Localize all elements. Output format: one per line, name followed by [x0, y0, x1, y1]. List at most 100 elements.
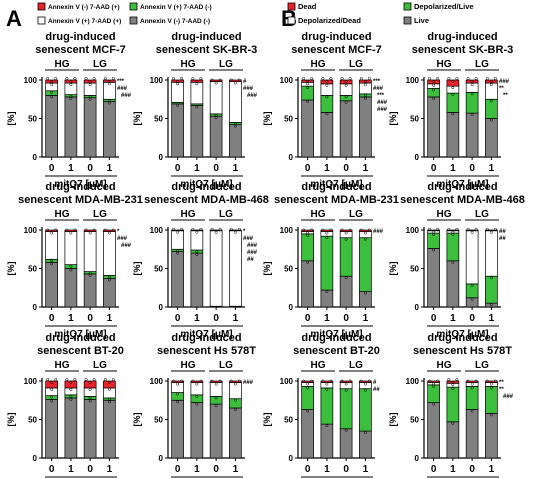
x-tick-label: 0	[87, 464, 93, 475]
legend-label: Annexin V (-) 7-AAD (-)	[140, 18, 210, 25]
x-tick-label: 0	[469, 464, 475, 475]
data-point	[348, 77, 352, 80]
x-tick-label: 0	[343, 464, 349, 475]
significance-annotation: ###	[243, 380, 254, 386]
bar-segment	[339, 388, 353, 430]
bar-segment	[229, 79, 242, 82]
y-tick-label: 100	[406, 377, 420, 386]
legend-swatch	[403, 2, 412, 11]
chart-title: senescent MCF-7	[35, 44, 125, 56]
x-tick-label: 0	[305, 313, 311, 324]
y-tick-label: 100	[280, 76, 294, 85]
legend-label: Annexin V (+) 7-AAD (+)	[48, 18, 121, 25]
legend-swatch	[37, 16, 46, 25]
bar-segment	[229, 407, 242, 459]
bar-segment	[427, 83, 440, 89]
x-tick-label: 1	[363, 464, 369, 475]
y-tick-label: 50	[284, 416, 293, 425]
y-tick-label: 50	[28, 265, 37, 274]
x-axis-label: mitQ7 [μM]	[180, 179, 232, 190]
bar-segment	[320, 235, 334, 291]
bar-segment	[359, 430, 372, 459]
chart-title: senescent Hs 578T	[157, 345, 256, 357]
chart-title: drug-induced	[427, 181, 497, 193]
legend-label: Depolarized/Dead	[298, 16, 361, 25]
data-point	[103, 77, 107, 80]
bar-segment	[209, 380, 223, 383]
legend-label: Annexin V (-) 7-AAD (+)	[48, 4, 120, 11]
chart-title: senescent MDA-MB-468	[400, 194, 525, 206]
y-axis-label: [%]	[388, 413, 398, 427]
group-label: LG	[349, 209, 363, 220]
x-tick-label: 0	[469, 163, 475, 174]
bar-segment	[427, 88, 440, 98]
group-label: HG	[55, 59, 70, 70]
x-tick-label: 1	[450, 163, 456, 174]
y-axis-label: [%]	[388, 112, 398, 126]
y-tick-label: 0	[289, 454, 294, 463]
bar-segment	[359, 96, 372, 158]
significance-annotation: ***	[377, 93, 385, 99]
y-tick-label: 100	[24, 76, 38, 85]
bar-segment	[485, 79, 498, 84]
bar-segment	[171, 380, 184, 383]
y-tick-label: 0	[33, 153, 38, 162]
legend-swatch	[37, 2, 46, 11]
bar-segment	[209, 230, 223, 307]
chart-title: drug-induced	[171, 181, 241, 193]
significance-annotation: ###	[247, 93, 258, 99]
bar-segment	[446, 260, 460, 308]
data-point	[46, 77, 50, 80]
bar-segment	[446, 232, 460, 262]
bar-segment	[229, 380, 242, 383]
bar-segment	[190, 105, 204, 158]
bar-segment	[209, 115, 223, 158]
y-tick-label: 100	[150, 377, 164, 386]
bar-segment	[427, 96, 440, 158]
chart-title: drug-induced	[45, 31, 115, 43]
y-tick-label: 50	[284, 265, 293, 274]
bar-segment	[64, 268, 78, 308]
significance-annotation: ###	[117, 86, 128, 92]
bar-segment	[103, 387, 116, 399]
bar-segment	[45, 231, 58, 260]
y-axis-label: [%]	[262, 262, 272, 276]
bar-segment	[465, 79, 479, 84]
chart-title: senescent MCF-7	[291, 44, 381, 56]
bar-segment	[446, 229, 460, 232]
data-point	[73, 378, 77, 381]
data-point	[447, 77, 451, 80]
x-axis-label: mitQ7 [μM]	[310, 179, 362, 190]
bar-segment	[190, 252, 204, 308]
bar-segment	[485, 275, 498, 304]
legend-label: Dead	[298, 2, 317, 11]
bar-segment	[446, 85, 460, 94]
significance-annotation: *	[117, 229, 120, 235]
data-point	[107, 80, 111, 83]
group-label: HG	[311, 360, 326, 371]
y-tick-label: 100	[24, 226, 38, 235]
bar-segment	[64, 79, 78, 84]
x-axis-label: mitQ7 [μM]	[436, 329, 488, 340]
significance-annotation: ##	[499, 229, 506, 235]
group-label: HG	[55, 209, 70, 220]
y-axis-label: [%]	[132, 262, 142, 276]
bar-segment	[339, 231, 353, 239]
data-point	[88, 381, 92, 384]
bar-segment	[171, 79, 184, 83]
y-tick-label: 100	[406, 226, 420, 235]
bar-segment	[190, 402, 204, 459]
bar-segment	[64, 380, 78, 389]
bar-segment	[171, 103, 184, 158]
y-tick-label: 50	[284, 115, 293, 124]
y-tick-label: 50	[28, 416, 37, 425]
x-tick-label: 0	[87, 163, 93, 174]
bar-segment	[465, 283, 479, 299]
bar-segment	[64, 397, 78, 459]
bar-segment	[359, 231, 372, 239]
data-point	[46, 378, 50, 381]
bar-segment	[485, 382, 498, 387]
bar-segment	[209, 396, 223, 405]
y-tick-label: 100	[280, 226, 294, 235]
legend-label: Annexin V (+) 7-AAD (-)	[140, 4, 212, 11]
